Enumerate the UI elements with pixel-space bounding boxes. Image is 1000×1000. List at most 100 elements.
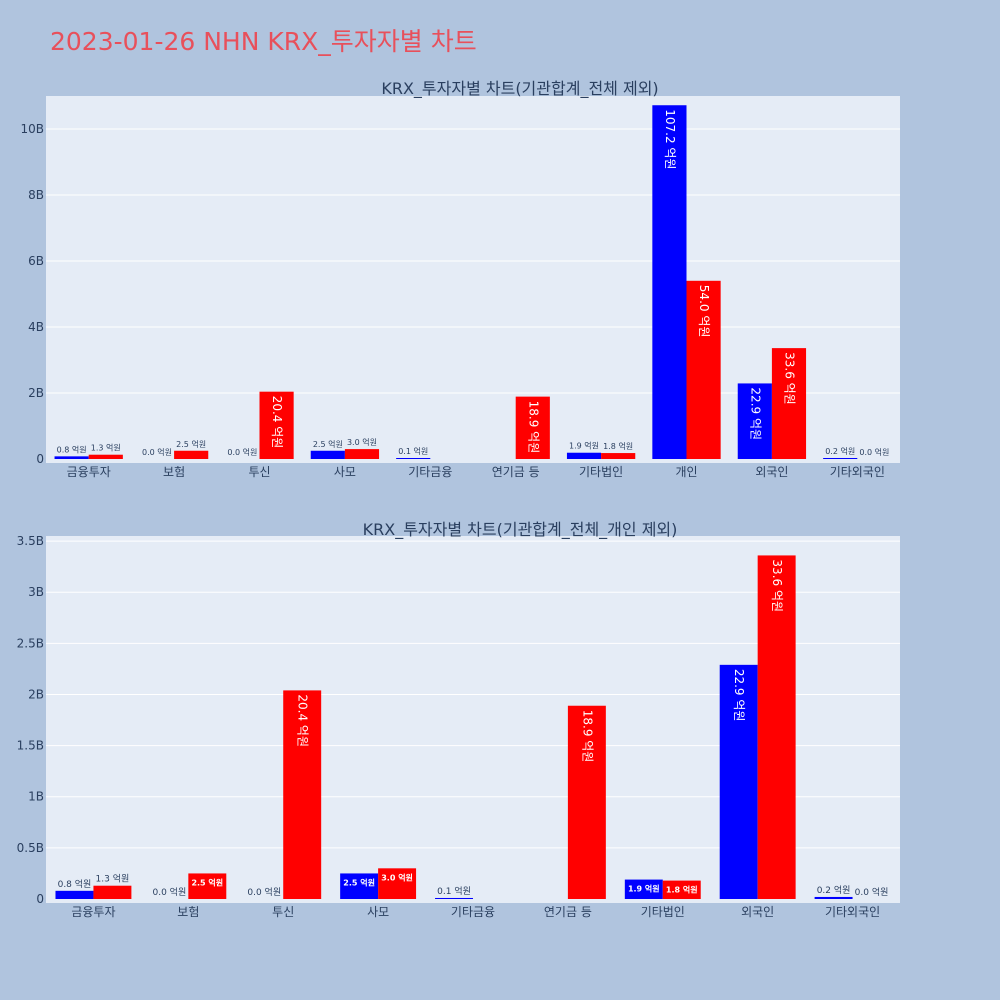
bar: [652, 105, 687, 460]
bar: [771, 348, 807, 459]
bar: [396, 458, 431, 459]
chart-title: KRX_투자자별 차트(기관합계_전체_개인 제외): [363, 520, 678, 540]
y-tick-label: 10B: [20, 122, 44, 136]
x-tick-label: 사모: [367, 905, 389, 919]
bar: [378, 868, 417, 899]
bar-value-label: 3.0 억원: [381, 872, 413, 882]
bar: [814, 896, 853, 899]
y-tick-label: 8B: [28, 188, 44, 202]
bar-value-label: 20.4 억원: [296, 694, 310, 747]
y-tick-label: 3B: [28, 585, 44, 599]
bar-value-label: 1.3 억원: [96, 873, 130, 885]
bar-value-label: 33.6 억원: [770, 559, 784, 612]
bar-value-label: 33.6 억원: [782, 352, 796, 405]
bar: [259, 391, 294, 459]
bar: [686, 280, 721, 459]
bar: [601, 453, 636, 459]
bar-value-label: 107.2 억원: [663, 109, 677, 169]
x-tick-label: 기타법인: [641, 905, 685, 919]
x-tick-label: 기타법인: [579, 465, 623, 479]
bar: [54, 456, 89, 459]
x-tick-label: 투신: [248, 465, 270, 479]
x-tick-label: 금융투자: [67, 465, 111, 479]
bar-value-label: 0.0 억원: [152, 886, 186, 898]
bar-value-label: 0.2 억원: [817, 884, 851, 896]
bar-value-label: 18.9 억원: [526, 401, 540, 454]
bar-value-label: 2.5 억원: [191, 877, 223, 887]
bar: [174, 450, 209, 459]
bar: [737, 383, 772, 459]
bar-value-label: 1.9 억원: [569, 441, 599, 451]
bar: [515, 396, 550, 459]
bar-value-label: 1.8 억원: [603, 441, 633, 451]
bar: [55, 890, 94, 899]
y-tick-label: 6B: [28, 254, 44, 268]
bar: [188, 873, 227, 899]
x-tick-label: 기타금융: [451, 905, 495, 919]
x-tick-label: 금융투자: [71, 905, 115, 919]
y-tick-label: 0: [36, 452, 44, 466]
x-tick-label: 투신: [272, 905, 294, 919]
bar-value-label: 3.0 억원: [347, 437, 377, 447]
bar-value-label: 20.4 억원: [270, 396, 284, 449]
x-tick-label: 보험: [163, 465, 185, 479]
bar: [624, 879, 663, 899]
bar-value-label: 0.0 억원: [142, 447, 172, 457]
bar-value-label: 0.8 억원: [57, 444, 87, 454]
bar-value-label: 0.1 억원: [437, 885, 471, 897]
y-tick-label: 1B: [28, 790, 44, 804]
x-tick-label: 기타외국인: [830, 465, 885, 479]
bar: [93, 885, 132, 899]
bar-value-label: 2.5 억원: [343, 877, 375, 887]
chart-top: 0 2B 4B 6B 8B 10B KRX_투자자별 차트(기관합계_전체 제외) 금융투자 0…: [20, 79, 900, 479]
x-tick-label: 보험: [177, 905, 199, 919]
y-tick-label: 2B: [28, 386, 44, 400]
bar: [310, 450, 345, 459]
bar-value-label: 18.9 억원: [580, 710, 594, 763]
x-tick-label: 개인: [675, 465, 697, 479]
y-tick-label: 2.5B: [17, 636, 44, 650]
bar-value-label: 0.1 억원: [398, 446, 428, 456]
bar: [344, 449, 380, 459]
x-tick-label: 연기금 등: [544, 905, 592, 919]
bar-value-label: 2.5 억원: [313, 439, 343, 449]
x-tick-label: 외국인: [741, 905, 774, 919]
bar-value-label: 0.2 억원: [825, 446, 855, 456]
bar-value-label: 1.8 억원: [666, 885, 698, 895]
bar-value-label: 0.0 억원: [859, 447, 889, 457]
bar: [823, 458, 858, 459]
y-tick-label: 3.5B: [17, 534, 44, 548]
chart-title: KRX_투자자별 차트(기관합계_전체 제외): [381, 79, 658, 99]
x-tick-label: 연기금 등: [492, 465, 540, 479]
bar-value-label: 0.0 억원: [855, 886, 889, 898]
bar: [566, 452, 602, 459]
y-tick-label: 4B: [28, 320, 44, 334]
bar-value-label: 22.9 억원: [732, 669, 746, 722]
y-tick-label: 2B: [28, 687, 44, 701]
bar: [662, 880, 701, 899]
bar-value-label: 54.0 억원: [697, 285, 711, 338]
bar-value-label: 22.9 억원: [748, 387, 762, 440]
bar-value-label: 0.0 억원: [247, 886, 281, 898]
x-tick-label: 기타금융: [408, 465, 452, 479]
bar-value-label: 2.5 억원: [176, 439, 206, 449]
bar: [757, 555, 796, 899]
chart-bottom: 0 0.5B 1B 1.5B 2B 2.5B 3B 3.5B KRX_투자자별 차트(기관합계_…: [17, 520, 900, 919]
bar: [567, 705, 606, 899]
bar: [435, 897, 473, 899]
bar: [719, 664, 758, 899]
figure-title: 2023-01-26 NHN KRX_투자자별 차트: [50, 27, 477, 56]
bar: [88, 454, 123, 459]
y-tick-label: 0.5B: [17, 841, 44, 855]
bar: [340, 873, 379, 899]
x-tick-label: 기타외국인: [825, 905, 880, 919]
y-tick-label: 0: [36, 892, 44, 906]
x-tick-label: 사모: [334, 465, 356, 479]
bar-value-label: 0.0 억원: [227, 447, 257, 457]
bar-value-label: 1.9 억원: [628, 884, 660, 894]
bar-value-label: 0.8 억원: [58, 878, 92, 890]
bar-value-label: 1.3 억원: [91, 443, 121, 453]
bar: [283, 690, 322, 899]
y-tick-label: 1.5B: [17, 739, 44, 753]
